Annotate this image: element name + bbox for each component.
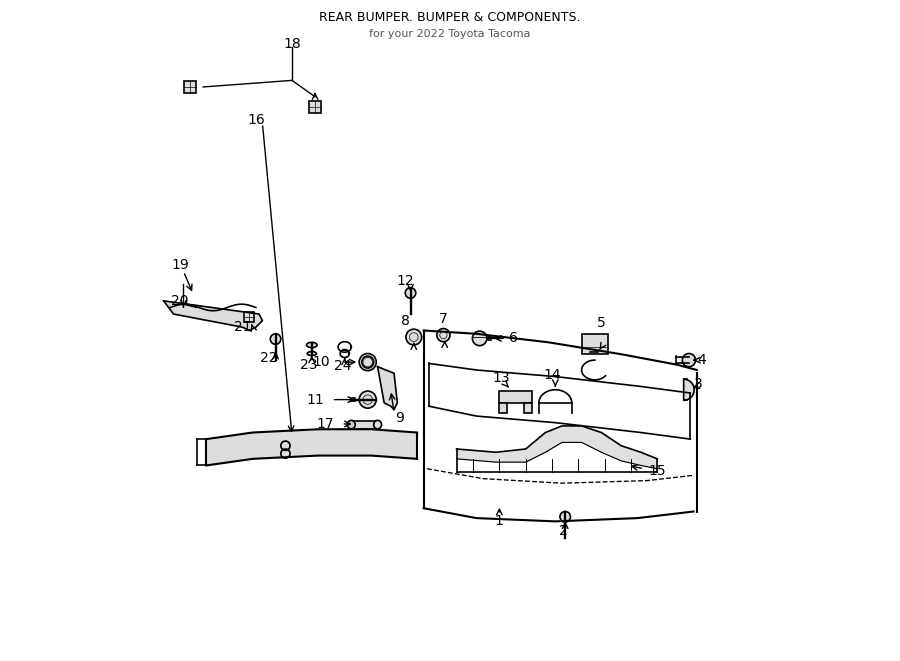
Text: 21: 21: [234, 320, 251, 334]
Text: 4: 4: [698, 353, 706, 367]
Polygon shape: [164, 301, 263, 330]
Circle shape: [270, 334, 281, 344]
Text: 13: 13: [492, 371, 510, 385]
Text: 3: 3: [695, 377, 703, 391]
Text: 23: 23: [300, 358, 317, 371]
Text: 12: 12: [396, 274, 414, 288]
Circle shape: [682, 354, 696, 367]
Text: 6: 6: [509, 331, 518, 346]
Bar: [309, 100, 321, 112]
Circle shape: [359, 354, 376, 371]
Text: 14: 14: [544, 368, 562, 382]
Circle shape: [560, 512, 571, 522]
Circle shape: [472, 331, 487, 346]
Text: 15: 15: [649, 464, 666, 478]
Text: 2: 2: [559, 524, 568, 538]
Text: 10: 10: [313, 355, 330, 369]
Bar: [581, 334, 608, 354]
Text: 24: 24: [334, 359, 352, 373]
Text: 22: 22: [260, 351, 278, 365]
Bar: [500, 391, 532, 403]
Polygon shape: [378, 367, 397, 409]
Text: for your 2022 Toyota Tacoma: for your 2022 Toyota Tacoma: [369, 29, 531, 39]
Text: 19: 19: [171, 258, 189, 272]
Ellipse shape: [307, 352, 317, 356]
Circle shape: [406, 329, 422, 345]
Text: 8: 8: [400, 313, 410, 328]
Wedge shape: [684, 379, 694, 401]
Ellipse shape: [374, 420, 382, 429]
Text: 5: 5: [597, 315, 606, 330]
Circle shape: [436, 329, 450, 342]
Text: 18: 18: [284, 37, 301, 51]
Text: 17: 17: [316, 417, 334, 431]
Ellipse shape: [307, 342, 317, 348]
Text: 20: 20: [171, 294, 189, 308]
Bar: [351, 420, 378, 429]
Circle shape: [405, 288, 416, 298]
Ellipse shape: [347, 420, 356, 429]
Bar: [184, 81, 196, 93]
Text: 1: 1: [495, 514, 504, 528]
Circle shape: [359, 391, 376, 408]
Text: 7: 7: [439, 311, 448, 326]
Bar: [500, 403, 508, 412]
Text: 16: 16: [247, 113, 265, 127]
Text: 11: 11: [306, 393, 324, 407]
Bar: [244, 313, 254, 323]
Bar: [525, 403, 532, 412]
Text: REAR BUMPER. BUMPER & COMPONENTS.: REAR BUMPER. BUMPER & COMPONENTS.: [320, 11, 580, 24]
Text: 9: 9: [395, 411, 404, 425]
